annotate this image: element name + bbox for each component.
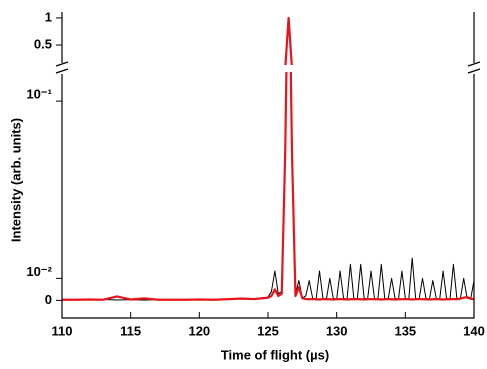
y-axis-label: Intensity (arb. units) xyxy=(8,118,23,242)
y-tick-label: 0 xyxy=(45,292,52,307)
x-tick-label: 110 xyxy=(52,323,73,338)
y-tick-label: 1 xyxy=(45,9,52,24)
y-tick-label: 0.5 xyxy=(34,36,52,51)
x-tick-label: 125 xyxy=(257,323,279,338)
x-tick-label: 135 xyxy=(394,323,416,338)
axis-frame xyxy=(61,12,475,319)
x-tick-label: 120 xyxy=(188,323,210,338)
lower-panel xyxy=(62,72,474,301)
y-tick-label: 10⁻¹ xyxy=(26,87,52,102)
x-tick-label: 140 xyxy=(463,323,485,338)
data-line xyxy=(62,72,474,301)
upper-panel xyxy=(284,16,293,65)
x-axis-label: Time of flight (µs) xyxy=(221,347,329,362)
data-line xyxy=(284,16,293,65)
x-tick-label: 115 xyxy=(120,323,141,338)
y-tick-label: 10⁻² xyxy=(26,264,52,279)
x-tick-label: 130 xyxy=(326,323,348,338)
data-line xyxy=(62,72,474,301)
axis-break xyxy=(55,61,481,74)
data-line xyxy=(284,17,293,65)
